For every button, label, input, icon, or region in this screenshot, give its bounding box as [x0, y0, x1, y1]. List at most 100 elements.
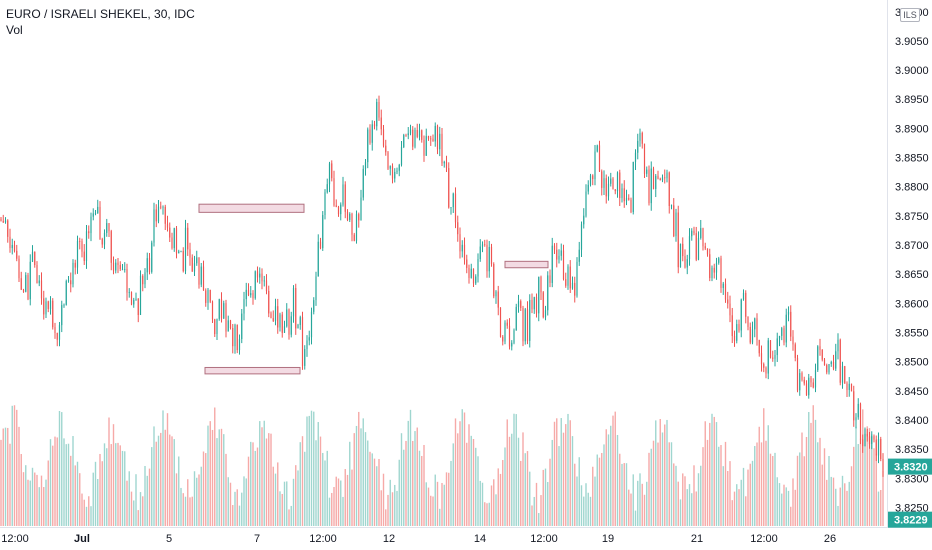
volume-bar: [634, 510, 637, 526]
candle-body: [691, 230, 693, 237]
volume-bar: [544, 468, 547, 526]
candle: [526, 301, 529, 345]
volume-bar: [477, 456, 479, 526]
candle: [643, 143, 646, 179]
volume-bar: [817, 442, 819, 526]
volume-bar: [58, 411, 61, 526]
candle-body: [594, 151, 596, 180]
candle: [538, 276, 540, 322]
candle-body: [373, 124, 376, 127]
candle-body: [767, 340, 769, 374]
volume-bar: [745, 496, 747, 526]
candle: [216, 318, 218, 341]
candle: [877, 432, 880, 464]
price-scale[interactable]: 3.8250 3.8300 3.8350 3.8400 3.8450 3.8500 3.85…: [895, 7, 929, 515]
candle: [718, 256, 720, 265]
time-scale[interactable]: 12:00 Jul 5 7 12:00 12 14 12:00 19 21 12:00 26: [1, 533, 836, 545]
candle-body: [191, 257, 193, 272]
volume-bar: [425, 482, 427, 526]
volume-bar: [763, 408, 765, 526]
candle: [713, 263, 715, 279]
drawn-rectangles[interactable]: [198, 203, 549, 375]
candle-body: [196, 257, 198, 264]
candle: [103, 229, 106, 250]
candle: [812, 378, 814, 389]
volume-bar: [475, 447, 477, 526]
candle: [787, 306, 790, 322]
candle: [547, 271, 549, 316]
volume-bar: [508, 436, 511, 526]
volume-bar: [441, 482, 443, 526]
candle: [243, 291, 245, 321]
volume-bar: [243, 476, 245, 526]
candle: [65, 279, 67, 306]
volume-bar: [110, 444, 112, 526]
candle: [189, 242, 191, 266]
candle: [202, 260, 205, 291]
volume-bar: [160, 432, 162, 526]
candle-body: [164, 206, 166, 224]
volume-bar: [344, 469, 346, 526]
candle-body: [499, 307, 502, 337]
drawn-rectangle[interactable]: [504, 260, 549, 269]
currency-badge[interactable]: ILS: [900, 8, 920, 22]
candle-body: [664, 177, 666, 179]
volume-bar: [607, 434, 610, 526]
candle: [63, 303, 65, 308]
volume-bar: [135, 474, 137, 526]
volume-bar: [463, 412, 466, 526]
volume-bar: [34, 472, 36, 526]
candle-body: [574, 282, 576, 296]
candle: [85, 224, 88, 269]
candle-body: [360, 197, 362, 221]
volume-bar: [558, 446, 560, 526]
candle: [772, 350, 774, 362]
candle: [146, 252, 148, 280]
candle-body: [511, 342, 513, 347]
volume-bar: [490, 485, 493, 526]
candle: [292, 285, 295, 323]
candle: [844, 365, 846, 384]
candle: [207, 288, 209, 310]
candle: [360, 189, 362, 221]
candle: [529, 294, 531, 348]
candle-body: [468, 267, 470, 278]
volume-bar: [479, 480, 481, 526]
volume-bar: [718, 446, 720, 526]
symbol-title[interactable]: EURO / ISRAELI SHEKEL, 30, IDC: [6, 7, 195, 21]
volume-indicator-label[interactable]: Vol: [6, 23, 23, 37]
candle-body: [803, 379, 805, 384]
volume-bar: [722, 466, 724, 526]
candle: [29, 254, 31, 306]
candle-body: [407, 133, 409, 136]
candle: [290, 311, 292, 338]
volume-bar: [2, 428, 4, 526]
candle: [135, 292, 137, 301]
volume-bar: [808, 412, 810, 526]
volume-bar: [769, 453, 772, 526]
candle-body: [745, 292, 747, 317]
candle: [157, 199, 160, 224]
drawn-rectangle[interactable]: [204, 366, 301, 375]
candle-body: [733, 336, 736, 341]
volume-bar: [497, 468, 499, 526]
volume-bar: [864, 429, 866, 526]
candle-body: [452, 193, 454, 208]
candle: [148, 253, 151, 275]
candle-body: [441, 133, 443, 164]
volume-bar: [164, 429, 166, 526]
candle-body: [232, 328, 234, 347]
volume-bar: [43, 487, 45, 526]
candle: [542, 291, 544, 319]
candle-body: [576, 261, 578, 296]
candle-body: [495, 291, 497, 297]
candle: [661, 174, 664, 183]
candle: [763, 362, 765, 373]
candle-body: [756, 318, 758, 341]
volume-bar: [724, 441, 727, 526]
candle-body: [875, 439, 877, 456]
volume-bar: [459, 421, 461, 526]
drawn-rectangle[interactable]: [198, 203, 305, 213]
